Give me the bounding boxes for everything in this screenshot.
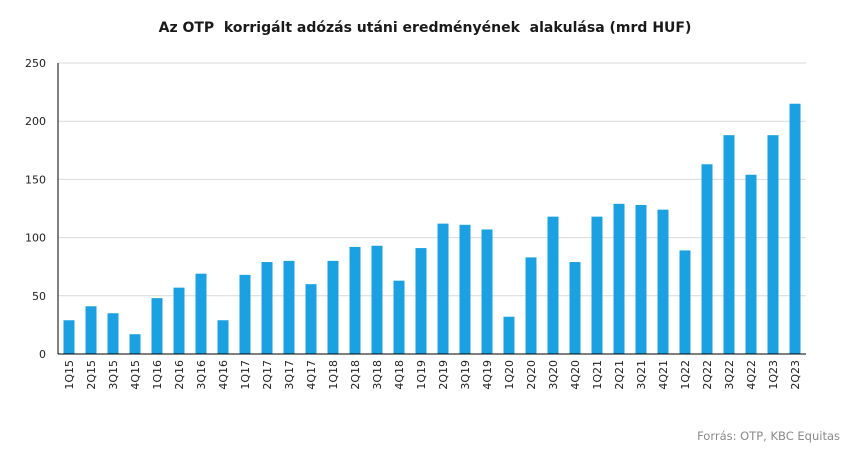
x-tick-label: 3Q22 — [723, 360, 736, 390]
bar-2Q15 — [85, 306, 97, 354]
bar-4Q17 — [305, 284, 317, 354]
x-tick-label: 4Q17 — [305, 360, 318, 390]
x-tick-label: 3Q17 — [283, 360, 296, 390]
bar-4Q16 — [217, 320, 229, 354]
bar-4Q21 — [657, 209, 669, 354]
bar-2Q17 — [261, 262, 273, 354]
x-tick-label: 2Q23 — [789, 360, 802, 390]
chart-title: Az OTP korrigált adózás utáni eredményén… — [158, 20, 692, 36]
x-tick-label: 3Q15 — [107, 360, 120, 390]
y-tick-label: 200 — [25, 115, 46, 128]
bar-1Q23 — [767, 135, 779, 354]
bar-1Q16 — [151, 298, 163, 354]
x-tick-label: 4Q18 — [393, 360, 406, 390]
x-tick-label: 2Q21 — [613, 360, 626, 390]
bar-1Q22 — [679, 250, 691, 354]
x-tick-label: 1Q17 — [239, 360, 252, 390]
x-tick-label: 1Q18 — [327, 360, 340, 390]
bar-1Q17 — [239, 274, 251, 354]
bar-4Q20 — [569, 262, 581, 354]
y-tick-label: 50 — [32, 290, 46, 303]
bar-2Q22 — [701, 164, 713, 354]
bar-1Q15 — [63, 320, 75, 354]
y-tick-label: 100 — [25, 232, 46, 245]
x-tick-label: 1Q21 — [591, 360, 604, 390]
x-tick-label: 4Q15 — [129, 360, 142, 390]
x-tick-label: 4Q22 — [745, 360, 758, 390]
x-tick-label: 2Q22 — [701, 360, 714, 390]
bar-3Q15 — [107, 313, 119, 354]
bar-3Q17 — [283, 260, 295, 354]
x-tick-label: 1Q20 — [503, 360, 516, 390]
y-tick-label: 250 — [25, 57, 46, 70]
gridlines — [58, 62, 806, 297]
bar-2Q23 — [789, 103, 801, 355]
bar-4Q19 — [481, 229, 493, 354]
bar-4Q22 — [745, 174, 757, 354]
bar-1Q18 — [327, 260, 339, 354]
bar-2Q19 — [437, 223, 449, 354]
x-tick-label: 3Q18 — [371, 360, 384, 390]
bar-3Q22 — [723, 135, 735, 354]
bar-1Q19 — [415, 248, 427, 354]
y-tick-label: 0 — [39, 348, 46, 361]
axes — [57, 63, 806, 355]
x-tick-label: 1Q22 — [679, 360, 692, 390]
x-tick-label: 1Q16 — [151, 360, 164, 390]
x-tick-label: 3Q19 — [459, 360, 472, 390]
bars — [63, 103, 801, 355]
bar-3Q18 — [371, 245, 383, 354]
x-tick-label: 3Q16 — [195, 360, 208, 390]
x-tick-label: 4Q16 — [217, 360, 230, 390]
x-tick-label: 1Q15 — [63, 360, 76, 390]
x-tick-label: 2Q17 — [261, 360, 274, 390]
x-tick-label: 3Q21 — [635, 360, 648, 390]
x-tick-label: 2Q16 — [173, 360, 186, 390]
x-tick-label: 1Q23 — [767, 360, 780, 390]
x-tick-label: 2Q15 — [85, 360, 98, 390]
x-tick-label: 3Q20 — [547, 360, 560, 390]
bar-2Q20 — [525, 257, 537, 354]
bar-3Q21 — [635, 205, 647, 354]
x-tick-label: 2Q20 — [525, 360, 538, 390]
bar-3Q20 — [547, 216, 559, 354]
x-tick-labels: 1Q15 2Q15 3Q15 4Q15 1Q16 2Q16 3Q16 4Q16 1Q17 2Q17… — [63, 360, 802, 390]
x-tick-label: 2Q18 — [349, 360, 362, 390]
x-tick-label: 1Q19 — [415, 360, 428, 390]
bar-2Q21 — [613, 203, 625, 354]
y-tick-labels: 0 50 100 150 200 250 — [25, 57, 46, 361]
bar-3Q16 — [195, 273, 207, 354]
x-tick-label: 4Q20 — [569, 360, 582, 390]
y-tick-label: 150 — [25, 173, 46, 186]
bar-4Q18 — [393, 280, 405, 354]
x-tick-label: 2Q19 — [437, 360, 450, 390]
bar-1Q21 — [591, 216, 603, 354]
bar-3Q19 — [459, 224, 471, 354]
source-note: Forrás: OTP, KBC Equitas — [697, 429, 840, 443]
bar-2Q16 — [173, 287, 185, 354]
bar-1Q20 — [503, 316, 515, 354]
bar-4Q15 — [129, 334, 141, 354]
x-tick-label: 4Q21 — [657, 360, 670, 390]
bar-2Q18 — [349, 246, 361, 354]
x-tick-label: 4Q19 — [481, 360, 494, 390]
